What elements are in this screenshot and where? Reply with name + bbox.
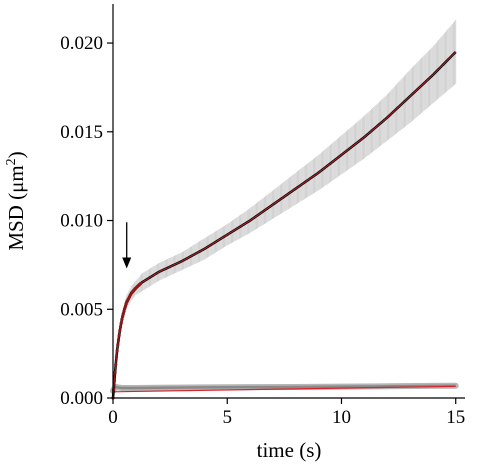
error-band [113, 19, 457, 386]
data-point [119, 321, 123, 325]
y-tick-label: 0.000 [60, 388, 103, 409]
arrow-head [122, 257, 132, 269]
y-tick-label: 0.005 [60, 299, 103, 320]
data-point [117, 333, 121, 337]
series-layer [110, 51, 459, 400]
data-point [116, 343, 120, 347]
annotations [122, 222, 132, 269]
fit-line-overlay [112, 51, 457, 399]
y-tick-label: 0.015 [60, 122, 103, 143]
x-tick-label: 10 [332, 407, 351, 428]
y-tick-label: 0.010 [60, 211, 103, 232]
data-point [138, 282, 143, 286]
x-axis-title: time (s) [257, 438, 322, 462]
data-point [116, 338, 121, 342]
y-axis-title-superscript: 2 [4, 158, 19, 165]
y-tick-label: 0.020 [60, 33, 103, 54]
control-series-line [111, 384, 456, 392]
y-axis-title-suffix: ) [4, 151, 28, 158]
y-axis-title-prefix: MSD (μm [4, 165, 28, 250]
data-point [114, 355, 119, 359]
data-point [115, 349, 119, 353]
data-point [122, 309, 126, 313]
data-point [120, 317, 124, 321]
data-point [114, 363, 118, 367]
data-point [113, 370, 117, 375]
y-axis-title: MSD (μm2) [4, 151, 28, 250]
data-point [118, 328, 122, 333]
axes: 0 5 10 15 0.000 0.005 0.010 0.015 0.020 [60, 4, 465, 428]
data-point [118, 325, 123, 329]
x-tick-label: 0 [108, 407, 118, 428]
fit-line-linear [112, 385, 456, 393]
x-tick-label: 5 [222, 407, 232, 428]
data-point [121, 312, 125, 316]
x-tick-label: 15 [446, 407, 465, 428]
data-point [121, 314, 125, 318]
